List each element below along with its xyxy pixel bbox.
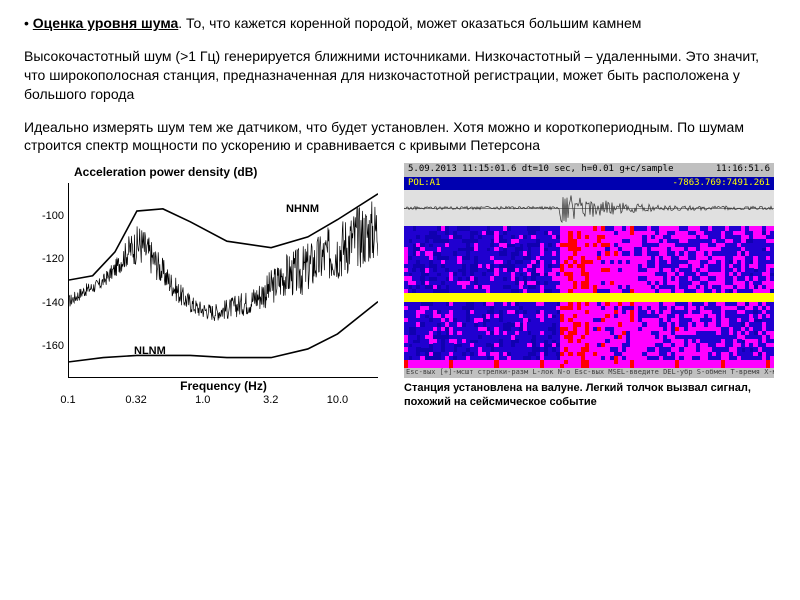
xtick: 0.1	[60, 394, 75, 406]
ytick: -140	[24, 297, 64, 309]
bullet-dot: •	[24, 15, 33, 31]
right-figure-wrap: 5.09.2013 11:15:01.6 dt=10 sec, h=0.01 g…	[404, 163, 774, 410]
xtick: 1.0	[195, 394, 210, 406]
spectrogram: 5.09.2013 11:15:01.6 dt=10 sec, h=0.01 g…	[404, 163, 774, 378]
figures-row: Acceleration power density (dB) Frequenc…	[24, 163, 776, 410]
xlabel: Frequency (Hz)	[180, 379, 267, 393]
series-label: NHNM	[286, 203, 319, 215]
chart-axes: Frequency (Hz)	[68, 183, 378, 378]
right-caption: Станция установлена на валуне. Легкий то…	[404, 382, 774, 410]
content-text: • Оценка уровня шума. То, что кажется ко…	[24, 14, 776, 155]
waveform-panel	[404, 190, 774, 226]
ytick: -160	[24, 340, 64, 352]
paragraph-2: Идеально измерять шум тем же датчиком, ч…	[24, 118, 776, 156]
bullet-paragraph: • Оценка уровня шума. То, что кажется ко…	[24, 14, 776, 33]
chart-title: Acceleration power density (dB)	[74, 165, 257, 179]
xtick: 3.2	[263, 394, 278, 406]
xtick: 10.0	[327, 394, 348, 406]
spec-header-left: 5.09.2013 11:15:01.6 dt=10 sec, h=0.01 g…	[408, 164, 674, 176]
spectrogram-body	[404, 226, 774, 368]
left-chart: Acceleration power density (dB) Frequenc…	[24, 163, 394, 408]
spec-header: 5.09.2013 11:15:01.6 dt=10 sec, h=0.01 g…	[404, 163, 774, 177]
paragraph-1: Высокочастотный шум (>1 Гц) генерируется…	[24, 47, 776, 104]
spec-subheader: POL:A1 -7863.769:7491.261	[404, 177, 774, 190]
xtick: 0.32	[125, 394, 146, 406]
chart-svg	[69, 183, 378, 377]
waveform-svg	[404, 190, 774, 226]
spec-sub-right: -7863.769:7491.261	[672, 178, 770, 189]
series-label: NLNM	[134, 345, 166, 357]
spec-sub-left: POL:A1	[408, 178, 441, 189]
ytick: -100	[24, 210, 64, 222]
bullet-title: Оценка уровня шума	[33, 15, 178, 31]
spec-header-right: 11:16:51.6	[716, 164, 770, 176]
bullet-rest: . То, что кажется коренной породой, може…	[178, 15, 641, 31]
ytick: -120	[24, 253, 64, 265]
spec-footer: Esc-вых [+]-мсшт стрелки-разм L-лок N-о …	[404, 368, 774, 378]
